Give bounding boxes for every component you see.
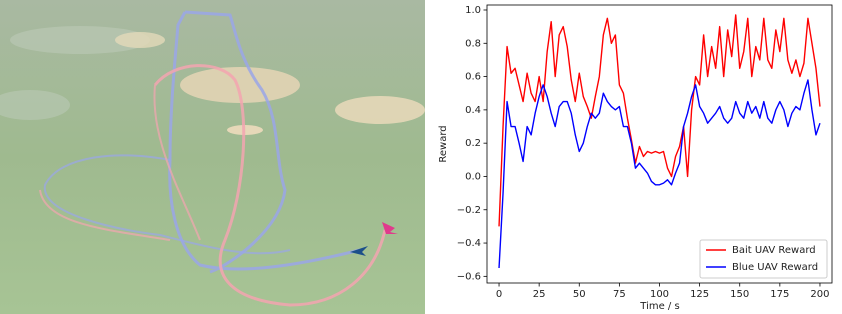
terrain-patch xyxy=(10,26,150,54)
y-tick-label: 0.6 xyxy=(465,72,481,83)
y-axis-label: Reward xyxy=(438,125,449,162)
blue-track xyxy=(168,10,361,274)
y-tick-label: 0.4 xyxy=(465,105,481,116)
y-tick-label: 1.0 xyxy=(465,5,481,16)
x-tick-label: 150 xyxy=(730,289,749,300)
x-tick-label: 175 xyxy=(770,289,789,300)
red-track xyxy=(153,64,387,307)
chart: Time / s Reward 0 25 50 75 100 125 150 175 200 −0… xyxy=(438,4,833,312)
blue-uav-icon xyxy=(350,246,368,256)
x-tick-label: 200 xyxy=(810,289,829,300)
red-track xyxy=(39,84,201,241)
terrain-patch xyxy=(180,67,300,103)
bait-uav-icon xyxy=(382,222,398,234)
x-tick-label: 100 xyxy=(650,289,669,300)
series-line xyxy=(498,79,821,269)
series-line xyxy=(498,14,821,227)
y-tick-label: −0.4 xyxy=(457,238,481,249)
y-tick-label: −0.2 xyxy=(457,205,481,216)
terrain-patch xyxy=(115,32,165,48)
terrain-patch xyxy=(0,90,70,120)
y-tick-label: 0.2 xyxy=(465,138,481,149)
x-tick-label: 50 xyxy=(573,289,586,300)
x-tick-label: 25 xyxy=(533,289,546,300)
x-tick-label: 75 xyxy=(613,289,626,300)
legend-box xyxy=(699,239,828,279)
legend-label: Bait UAV Reward xyxy=(732,245,816,256)
y-tick-label: 0.0 xyxy=(465,171,481,182)
y-tick-label: 0.8 xyxy=(465,38,481,49)
y-tick-label: −0.6 xyxy=(457,271,481,282)
x-axis-label: Time / s xyxy=(639,301,679,312)
x-tick-label: 0 xyxy=(496,289,502,300)
x-tick-label: 125 xyxy=(690,289,709,300)
legend-label: Blue UAV Reward xyxy=(732,262,818,273)
terrain-patch xyxy=(335,96,425,124)
simulation-view xyxy=(0,0,425,314)
